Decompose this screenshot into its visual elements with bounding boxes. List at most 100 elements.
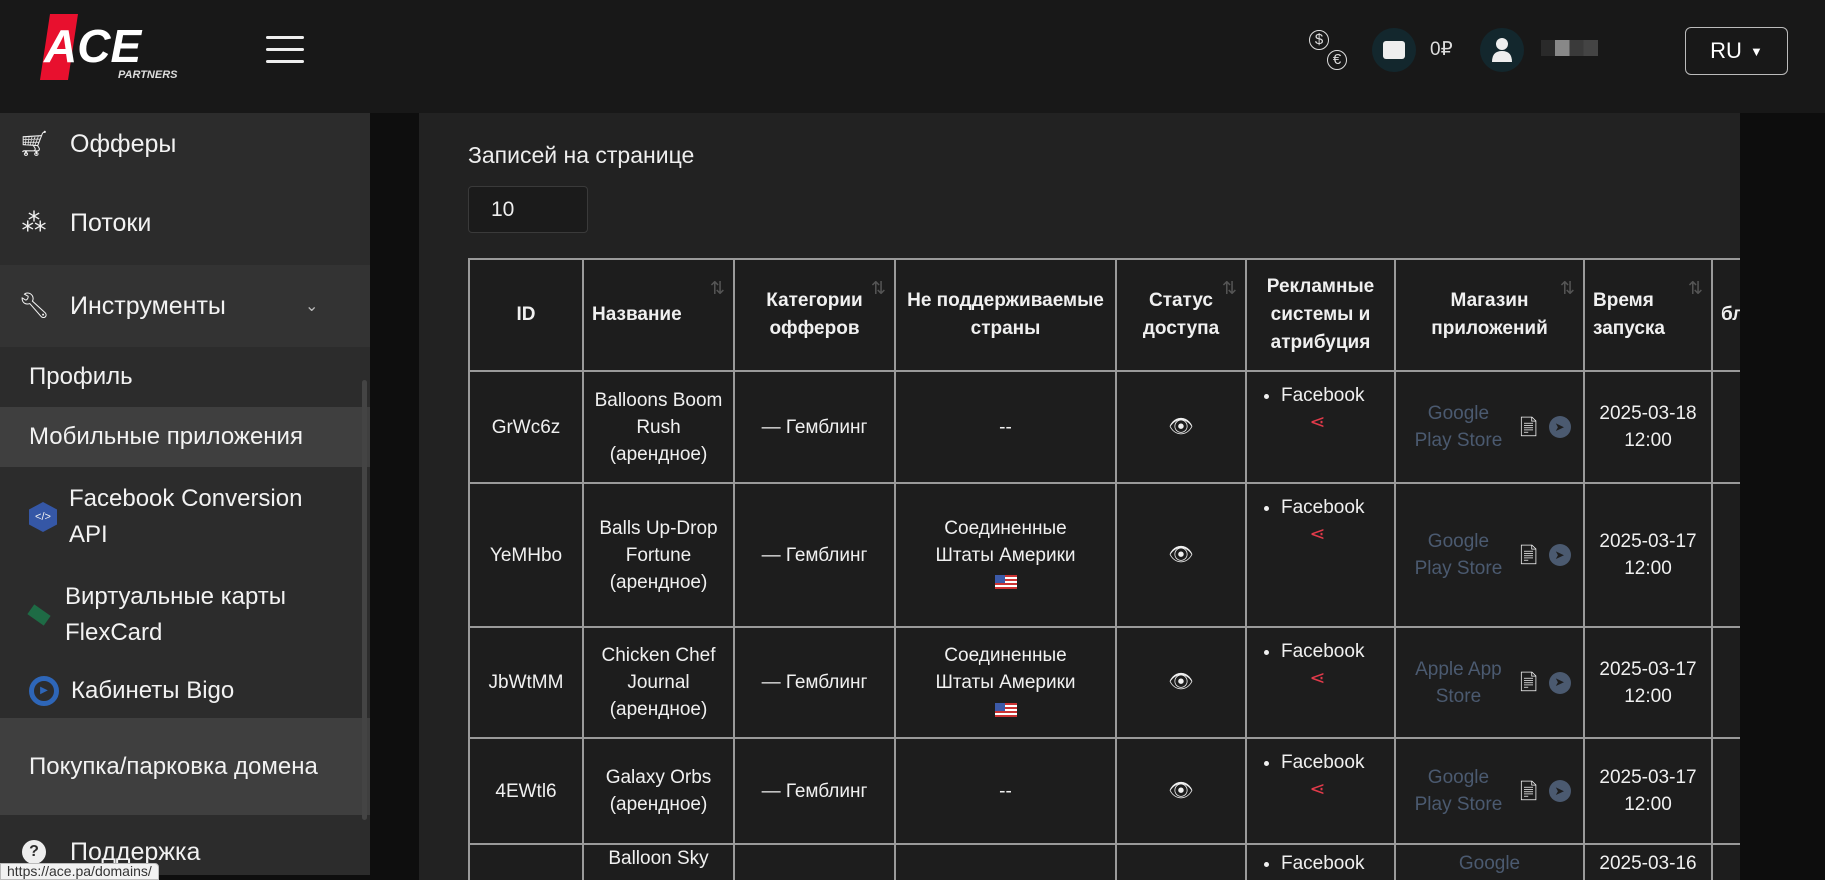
cart-icon: 🛒︎ (18, 129, 50, 158)
copy-icon[interactable]: 📄︎ (1516, 672, 1541, 693)
cell-launch-time: 2025-03-16 (1583, 843, 1713, 880)
table-row[interactable]: JbWtMM Chicken Chef Journal (арендное) — Г… (468, 626, 1740, 739)
sidebar-item-flexcard[interactable]: Виртуальные карты FlexCard (0, 567, 370, 663)
store-link[interactable]: Google Play Store (1414, 767, 1503, 815)
apps-table: ID Название ⇅ Категории офферов ⇅ Не подде… (468, 258, 1740, 880)
store-link[interactable]: Google (1458, 853, 1521, 874)
cell-truncated (1711, 737, 1740, 845)
col-id[interactable]: ID (468, 258, 584, 372)
telegram-icon[interactable]: ➤ (1548, 671, 1571, 694)
sort-icon: ⇅ (1559, 278, 1575, 298)
eye-icon[interactable]: 👁︎ (1168, 543, 1194, 566)
telegram-icon[interactable]: ➤ (1548, 416, 1571, 438)
eye-icon[interactable]: 👁︎ (1168, 671, 1194, 693)
card-icon (27, 604, 51, 626)
per-page-input[interactable] (468, 186, 588, 233)
cell-truncated (1711, 843, 1740, 880)
cell-access[interactable]: 👁︎ (1115, 626, 1247, 739)
cell-store: Google (1394, 843, 1585, 880)
col-launch-time[interactable]: Время запуска ⇅ (1583, 258, 1713, 372)
sitemap-icon: ⁂ (21, 209, 47, 237)
col-name[interactable]: Название ⇅ (582, 258, 735, 372)
cell-store: Google Play Store 📄︎ ➤ (1394, 482, 1585, 628)
copy-icon[interactable]: 📄︎ (1516, 780, 1541, 802)
wrench-icon: 🔧︎ (18, 291, 50, 320)
status-bar-url: https://ace.pa/domains/ (0, 863, 159, 880)
svg-text:PARTNERS: PARTNERS (118, 69, 178, 81)
wallet-button[interactable] (1372, 28, 1416, 72)
cell-name: Galaxy Orbs (арендное) (582, 737, 735, 845)
cell-countries: -- (894, 370, 1117, 484)
sidebar-item-profile[interactable]: Профиль (0, 347, 370, 407)
eye-icon[interactable]: 👁︎ (1168, 415, 1194, 438)
table-row[interactable]: GrWc6z Balloons Boom Rush (арендное) — Гем… (468, 370, 1740, 484)
us-flag-icon (994, 702, 1017, 717)
store-link[interactable]: Google Play Store (1414, 531, 1503, 579)
svg-text:ACE: ACE (43, 20, 142, 72)
cell-name: Chicken Chef Journal (арендное) (582, 626, 735, 739)
cell-ads: Facebook⋖ (1245, 482, 1396, 628)
eye-icon[interactable]: 👁︎ (1168, 779, 1194, 802)
cell-truncated (1711, 482, 1740, 628)
cell-countries: Соединенные Штаты Америки (894, 482, 1117, 628)
cell-store: Google Play Store 📄︎ ➤ (1394, 737, 1585, 845)
ace-partners-logo[interactable]: ACE PARTNERS (38, 12, 188, 84)
cell-name: Balloons Boom Rush (арендное) (582, 370, 735, 484)
sort-icon: ⇅ (709, 278, 725, 298)
play-icon: ▶ (29, 675, 59, 706)
col-access-status[interactable]: Статус доступа ⇅ (1115, 258, 1247, 372)
cell-truncated (1711, 626, 1740, 739)
cell-ads: Facebook (1245, 843, 1396, 880)
table-header-row: ID Название ⇅ Категории офферов ⇅ Не подде… (468, 258, 1740, 372)
cell-id: JbWtMM (468, 626, 584, 739)
sort-icon: ⇅ (870, 278, 886, 298)
sidebar-item-mobile-apps[interactable]: Мобильные приложения (0, 407, 370, 467)
store-link[interactable]: Apple App Store (1415, 658, 1502, 707)
telegram-icon[interactable]: ➤ (1548, 544, 1571, 566)
question-icon: ? (0, 840, 60, 864)
user-avatar-button[interactable] (1480, 28, 1524, 72)
wallet-icon (1383, 41, 1405, 59)
currency-exchange-icon[interactable]: $ € (1307, 28, 1349, 72)
menu-toggle-button[interactable] (266, 36, 304, 66)
sidebar-item-tools[interactable]: 🔧︎ Инструменты ⌄ (0, 265, 370, 347)
code-icon: </> (29, 502, 57, 532)
us-flag-icon (994, 575, 1017, 590)
sidebar-item-bigo[interactable]: ▶ Кабинеты Bigo (0, 663, 370, 718)
sidebar-item-domains[interactable]: Покупка/парковка домена (0, 718, 370, 815)
table-row[interactable]: YeMHbo Balls Up-Drop Fortune (арендное) — … (468, 482, 1740, 628)
cell-access[interactable]: 👁︎ (1115, 482, 1247, 628)
language-select[interactable]: RU ▼ (1685, 27, 1788, 75)
sidebar-scrollbar[interactable] (362, 380, 367, 820)
cell-access[interactable]: 👁︎ (1115, 370, 1247, 484)
sidebar-item-streams[interactable]: ⁂ Потоки (0, 195, 370, 251)
cell-ads: Facebook⋖ (1245, 626, 1396, 739)
table-row[interactable]: 4EWtl6 Galaxy Orbs (арендное) — Гемблинг --… (468, 737, 1740, 845)
col-app-store[interactable]: Магазин приложений ⇅ (1394, 258, 1585, 372)
share-icon[interactable]: ⋖ (1309, 524, 1326, 545)
cell-id (468, 843, 584, 880)
table-row[interactable]: Balloon Sky Facebook Google 2025-03-16 (468, 843, 1740, 880)
cell-launch-time: 2025-03-17 12:00 (1583, 626, 1713, 739)
share-icon[interactable]: ⋖ (1309, 779, 1326, 800)
cell-countries (894, 843, 1117, 880)
cell-store: Apple App Store 📄︎ ➤ (1394, 626, 1585, 739)
cell-access[interactable]: 👁︎ (1115, 737, 1247, 845)
user-icon (1492, 38, 1512, 62)
col-categories[interactable]: Категории офферов ⇅ (733, 258, 896, 372)
share-icon[interactable]: ⋖ (1309, 668, 1326, 689)
cell-category: — Гемблинг (733, 626, 896, 739)
cell-store: Google Play Store 📄︎ ➤ (1394, 370, 1585, 484)
telegram-icon[interactable]: ➤ (1548, 780, 1571, 802)
share-icon[interactable]: ⋖ (1309, 412, 1326, 433)
copy-icon[interactable]: 📄︎ (1516, 416, 1541, 438)
sidebar-item-facebook-capi[interactable]: </> Facebook Conversion API (0, 467, 370, 567)
cell-category: — Гемблинг (733, 482, 896, 628)
cell-access[interactable] (1115, 843, 1247, 880)
cell-launch-time: 2025-03-18 12:00 (1583, 370, 1713, 484)
sidebar-item-support[interactable]: ? Поддержка (0, 829, 370, 875)
store-link[interactable]: Google Play Store (1414, 403, 1503, 451)
sidebar-item-offers[interactable]: 🛒︎ Офферы (0, 113, 370, 175)
sort-icon: ⇅ (1221, 278, 1237, 298)
copy-icon[interactable]: 📄︎ (1516, 544, 1541, 566)
